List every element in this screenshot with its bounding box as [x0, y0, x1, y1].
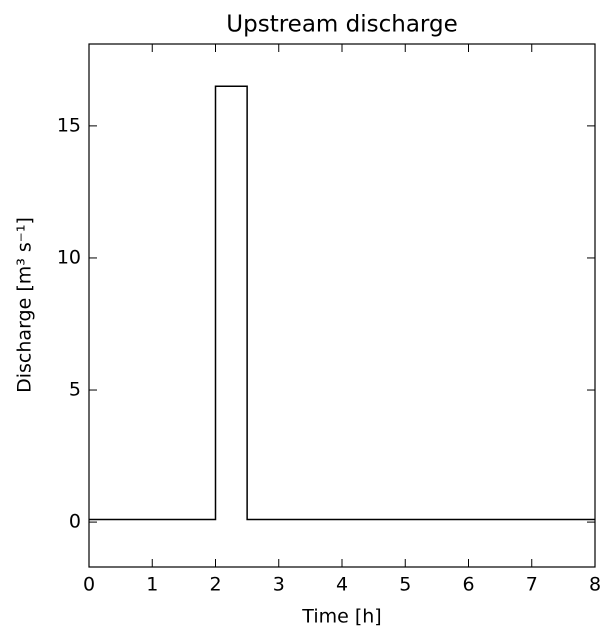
- x-tick-label: 3: [273, 574, 285, 596]
- x-axis-label: Time [h]: [301, 606, 381, 628]
- x-tick-label: 7: [526, 574, 538, 596]
- x-tick-label: 0: [83, 574, 95, 596]
- plot-frame: [88, 43, 596, 568]
- x-tick-label: 8: [589, 574, 601, 596]
- y-tick-label: 15: [57, 114, 81, 136]
- y-tick-label: 10: [57, 246, 81, 268]
- x-tick-label: 1: [146, 574, 158, 596]
- y-tick-label: 5: [69, 379, 81, 401]
- y-tick-label: 0: [69, 511, 81, 533]
- x-tick-label: 6: [462, 574, 474, 596]
- data-line: [89, 85, 595, 521]
- x-tick-label: 5: [399, 574, 411, 596]
- x-tick-label: 4: [336, 574, 348, 596]
- chart-title: Upstream discharge: [226, 12, 457, 38]
- x-tick-label: 2: [209, 574, 221, 596]
- y-axis-label: Discharge [m³ s⁻¹]: [14, 217, 36, 393]
